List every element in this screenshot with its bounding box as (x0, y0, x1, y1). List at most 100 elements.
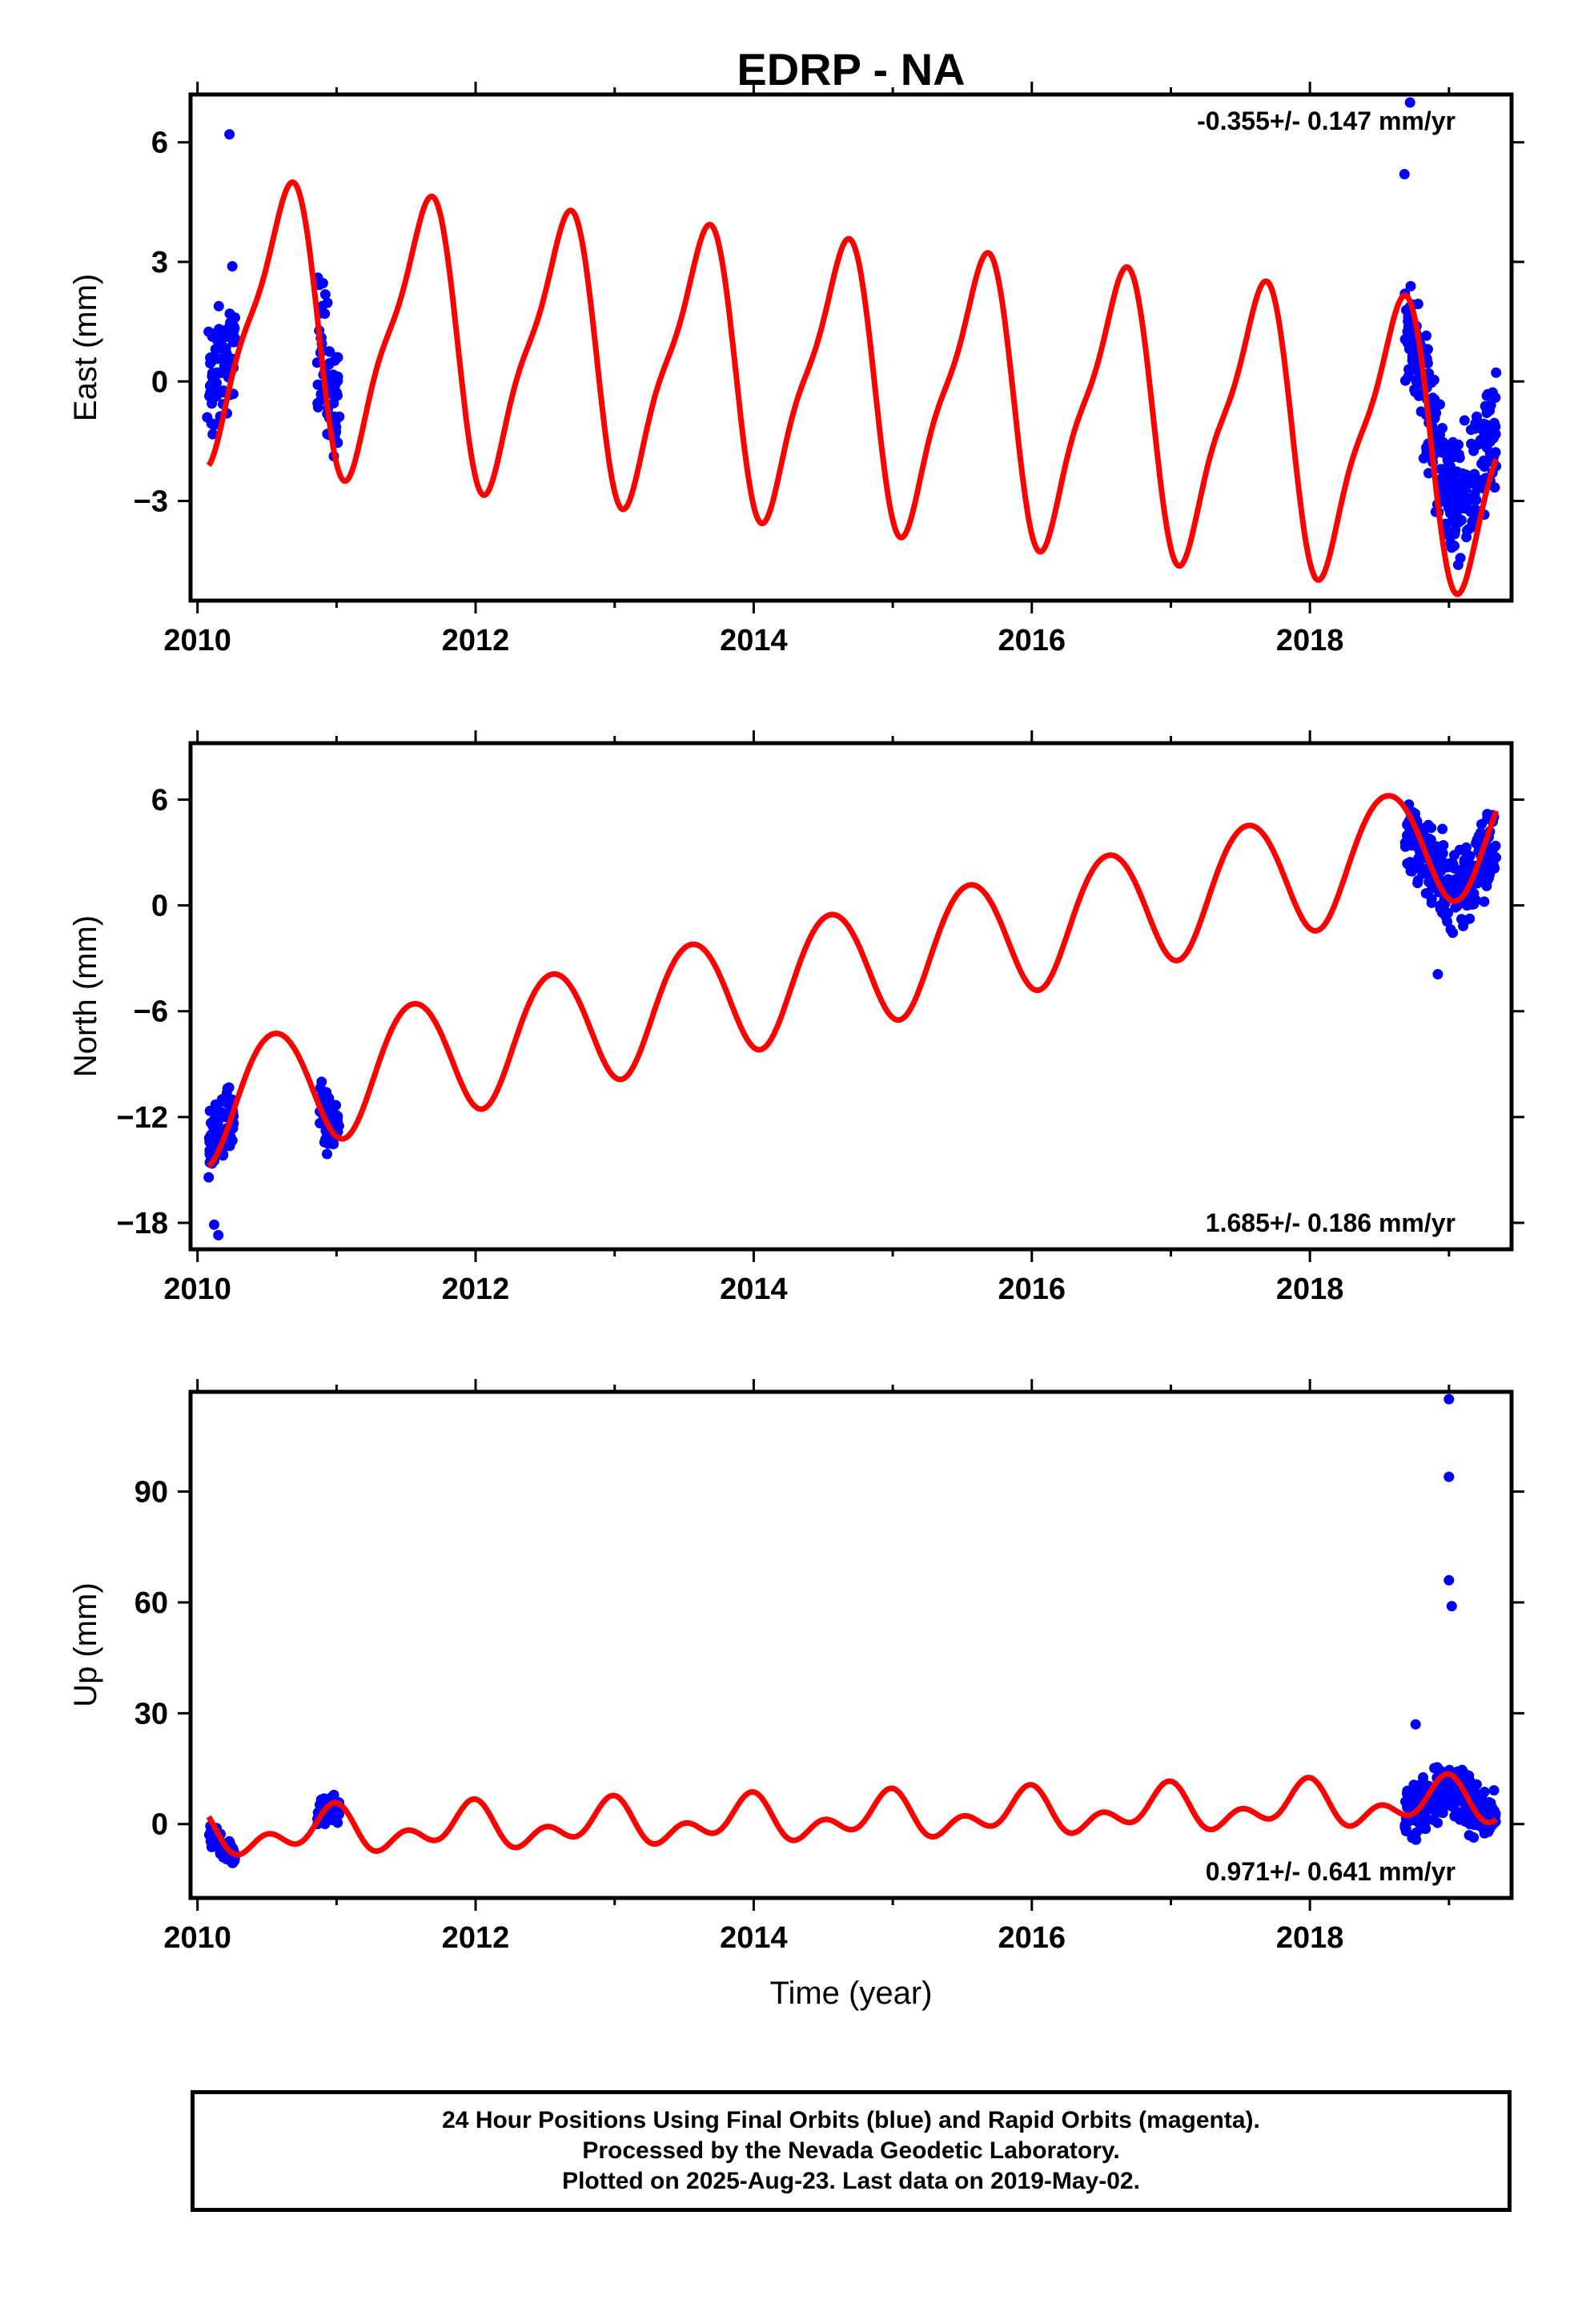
data-point (1446, 542, 1457, 553)
x-tick-label: 2016 (998, 1273, 1066, 1306)
data-point (1425, 879, 1436, 890)
data-point (207, 428, 219, 440)
data-point (228, 336, 239, 348)
data-point (1431, 1762, 1443, 1773)
plot-area (203, 793, 1502, 1240)
data-point (1442, 916, 1453, 927)
data-point (1425, 834, 1436, 846)
data-point (1420, 1823, 1431, 1835)
data-point (219, 361, 230, 372)
data-point (1488, 1785, 1500, 1796)
data-point (316, 1076, 327, 1088)
data-point (1426, 893, 1437, 904)
data-point (1439, 490, 1451, 501)
data-point (227, 1135, 238, 1146)
data-point (1413, 390, 1424, 401)
data-point (1435, 1806, 1446, 1817)
outlier-point (1432, 969, 1443, 979)
data-point (315, 395, 326, 406)
outlier-point (1443, 1574, 1455, 1586)
y-axis-label: North (mm) (68, 915, 103, 1077)
data-point (211, 388, 222, 398)
y-tick-label: −3 (134, 485, 168, 519)
outlier-point (224, 129, 235, 140)
y-tick-label: 60 (135, 1586, 168, 1620)
up-panel: 2010 2012 2014 2016 2018 90 60 30 0 Up (mm) Time (… (68, 1379, 1524, 2011)
data-point (1489, 482, 1500, 493)
panel-frame (188, 1389, 1514, 1900)
y-tick-label: 6 (151, 127, 168, 160)
data-point (1463, 524, 1474, 535)
data-point (1471, 1788, 1482, 1799)
panel-frame (188, 92, 1514, 603)
data-point (1464, 913, 1476, 924)
data-point (1440, 444, 1451, 456)
data-point (1447, 927, 1459, 939)
data-point (1427, 846, 1439, 858)
data-point (229, 323, 240, 334)
data-point (1446, 1800, 1457, 1811)
data-point (1447, 1790, 1458, 1801)
outlier-point (202, 412, 213, 423)
data-point (324, 346, 335, 357)
x-axis-label: Time (year) (770, 1976, 933, 2011)
outlier-point (1410, 1719, 1421, 1730)
data-point (203, 1172, 215, 1183)
x-tick-label: 2018 (1276, 1273, 1344, 1306)
data-point (211, 367, 223, 378)
y-tick-label: −6 (134, 995, 168, 1029)
data-point (319, 289, 331, 300)
x-tick-label: 2010 (163, 1921, 231, 1955)
footer-line-2: Processed by the Nevada Geodetic Laborat… (582, 2137, 1120, 2164)
outlier-point (1446, 1601, 1457, 1612)
data-point (1470, 418, 1481, 429)
data-point (1447, 478, 1459, 489)
outlier-point (213, 1229, 224, 1240)
footer-box: 24 Hour Positions Using Final Orbits (bl… (191, 2090, 1512, 2212)
y-tick-label: 90 (135, 1476, 168, 1510)
data-point (1412, 878, 1423, 889)
data-point (1449, 509, 1460, 520)
outlier-point (1443, 1393, 1455, 1405)
data-point (219, 1092, 231, 1104)
data-point (213, 300, 224, 312)
data-point (1441, 471, 1452, 482)
data-point (1411, 1834, 1422, 1845)
data-point (1454, 452, 1465, 464)
data-point (1406, 840, 1417, 851)
data-point (1486, 846, 1497, 857)
data-point (1435, 855, 1447, 866)
data-point (1481, 408, 1492, 419)
data-point (1445, 461, 1456, 472)
data-point (1449, 850, 1460, 861)
data-point (224, 308, 235, 320)
data-point (322, 1148, 332, 1160)
x-tick-label: 2016 (998, 1921, 1066, 1955)
data-point (207, 378, 218, 389)
rate-label: 0.971+/- 0.641 mm/yr (1206, 1857, 1456, 1886)
data-point (1428, 1815, 1439, 1826)
data-point (1466, 438, 1477, 449)
x-tick-label: 2012 (442, 1921, 510, 1955)
data-point (331, 352, 343, 363)
data-point (1411, 376, 1422, 388)
data-point (1471, 494, 1482, 505)
rate-label: 1.685+/- 0.186 mm/yr (1206, 1208, 1456, 1237)
data-point (218, 1851, 229, 1862)
data-point (1460, 501, 1471, 512)
data-point (1418, 1813, 1429, 1824)
x-tick-label: 2012 (442, 624, 510, 657)
outlier-point (1404, 97, 1415, 108)
data-point (1418, 1772, 1428, 1783)
outlier-point (1399, 169, 1410, 179)
footer-line-3: Plotted on 2025-Aug-23. Last data on 201… (562, 2168, 1140, 2194)
footer-line-1: 24 Hour Positions Using Final Orbits (bl… (442, 2107, 1260, 2133)
plot-area (202, 97, 1502, 597)
data-point (1429, 394, 1440, 405)
data-point (1452, 559, 1464, 570)
data-point (323, 1138, 334, 1149)
data-point (1459, 415, 1470, 426)
data-point (205, 1827, 215, 1839)
data-point (1483, 422, 1494, 433)
data-point (1421, 330, 1431, 341)
